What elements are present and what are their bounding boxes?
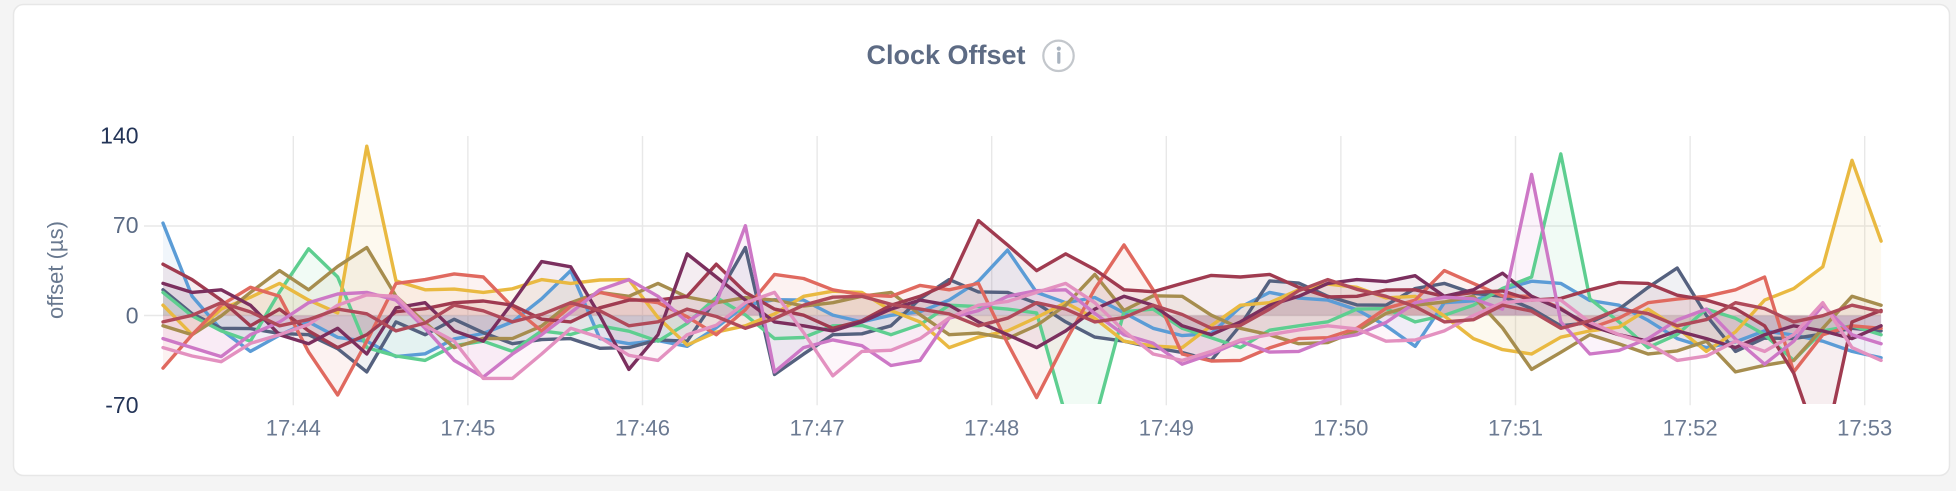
svg-text:70: 70 (113, 212, 139, 238)
svg-text:17:47: 17:47 (790, 416, 845, 441)
svg-text:17:53: 17:53 (1837, 416, 1892, 441)
svg-text:0: 0 (126, 303, 139, 329)
svg-text:17:44: 17:44 (266, 416, 321, 441)
svg-text:-70: -70 (105, 392, 138, 418)
svg-text:17:46: 17:46 (615, 416, 670, 441)
svg-text:Clock Offset: Clock Offset (866, 40, 1025, 70)
svg-text:140: 140 (100, 123, 138, 149)
svg-text:17:45: 17:45 (440, 416, 495, 441)
svg-text:17:52: 17:52 (1663, 416, 1718, 441)
svg-text:17:48: 17:48 (964, 416, 1019, 441)
svg-text:17:51: 17:51 (1488, 416, 1543, 441)
svg-text:offset (µs): offset (µs) (43, 221, 68, 319)
svg-text:17:50: 17:50 (1313, 416, 1368, 441)
svg-text:17:49: 17:49 (1139, 416, 1194, 441)
